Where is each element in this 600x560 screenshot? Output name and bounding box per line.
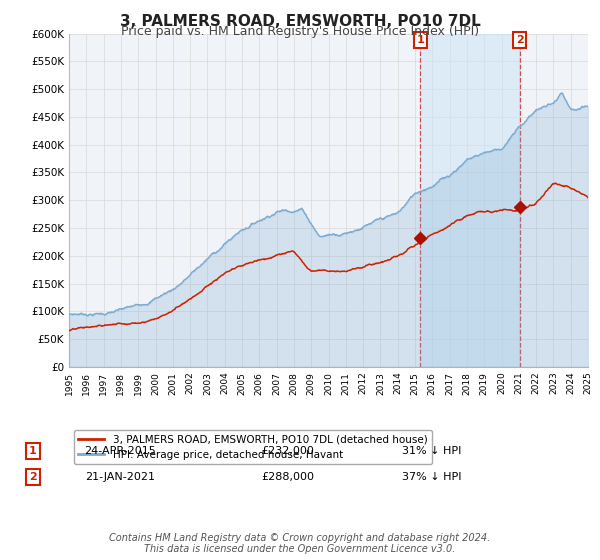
Text: 1: 1 [29, 446, 37, 456]
Text: 1: 1 [416, 35, 424, 45]
Text: 2: 2 [29, 472, 37, 482]
Text: Price paid vs. HM Land Registry's House Price Index (HPI): Price paid vs. HM Land Registry's House … [121, 25, 479, 38]
Text: 2: 2 [516, 35, 524, 45]
Text: 3, PALMERS ROAD, EMSWORTH, PO10 7DL: 3, PALMERS ROAD, EMSWORTH, PO10 7DL [119, 14, 481, 29]
Legend: 3, PALMERS ROAD, EMSWORTH, PO10 7DL (detached house), HPI: Average price, detach: 3, PALMERS ROAD, EMSWORTH, PO10 7DL (det… [74, 430, 431, 464]
Text: 24-APR-2015: 24-APR-2015 [84, 446, 156, 456]
Bar [421, 34, 520, 367]
Text: Contains HM Land Registry data © Crown copyright and database right 2024.
This d: Contains HM Land Registry data © Crown c… [109, 533, 491, 554]
Text: £232,000: £232,000 [262, 446, 314, 456]
Text: 21-JAN-2021: 21-JAN-2021 [85, 472, 155, 482]
Text: £288,000: £288,000 [262, 472, 314, 482]
Text: 37% ↓ HPI: 37% ↓ HPI [402, 472, 462, 482]
Text: 31% ↓ HPI: 31% ↓ HPI [403, 446, 461, 456]
